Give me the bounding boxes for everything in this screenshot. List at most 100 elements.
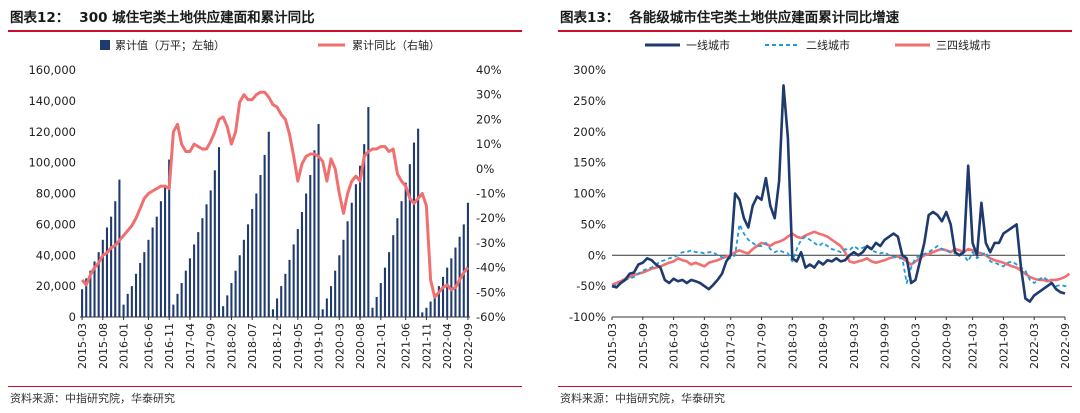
bar [288, 259, 291, 317]
bar [251, 208, 254, 317]
x-tick-label: 2017-09 [756, 323, 769, 369]
bar [446, 267, 449, 317]
x-tick-label: 2017-03 [725, 323, 738, 369]
legend-swatch-bar [100, 40, 110, 50]
bar [85, 278, 88, 317]
x-tick-label: 2019-05 [292, 323, 305, 369]
bar [338, 255, 341, 317]
bar [197, 232, 200, 317]
y2-tick-label: 0% [476, 162, 494, 176]
bar [363, 144, 366, 317]
bar [114, 201, 117, 317]
bar [126, 293, 129, 317]
bar [429, 301, 432, 317]
bar [392, 235, 395, 317]
bar [242, 239, 245, 317]
y-tick-label: 250% [573, 94, 606, 108]
x-tick-label: 2020-03 [909, 323, 922, 369]
bar [417, 128, 420, 317]
x-tick-label: 2015-09 [637, 323, 650, 369]
bar [155, 216, 158, 317]
x-tick-label: 2021-01 [375, 323, 388, 369]
bar [466, 202, 469, 317]
x-tick-label: 2022-09 [1059, 323, 1072, 369]
bar [421, 312, 424, 317]
bar [425, 307, 428, 317]
bar [284, 273, 287, 317]
x-tick-label: 2021-09 [997, 323, 1010, 369]
title-rule [558, 30, 1072, 32]
bar [222, 306, 225, 317]
y-tick-label: 300% [573, 63, 606, 77]
bar [300, 212, 304, 317]
bar [371, 307, 374, 317]
bar [441, 276, 445, 317]
panel-title: 图表13： 各能级城市住宅类土地供应建面累计同比增速 [560, 6, 899, 26]
y-tick-label: -100% [569, 310, 606, 324]
x-tick-label: 2019-09 [879, 323, 892, 369]
y2-tick-label: -30% [476, 236, 506, 250]
bar [396, 218, 399, 317]
bar [367, 107, 370, 317]
series-line-yoy [80, 90, 470, 299]
bar [379, 283, 382, 317]
y-tick-label: 40,000 [36, 248, 76, 262]
bar [313, 150, 316, 317]
bar [130, 286, 133, 317]
bar [81, 289, 84, 317]
bar [292, 244, 295, 317]
x-tick-label: 2019-03 [848, 323, 861, 369]
y-tick-label: 50% [580, 217, 606, 231]
bar [97, 252, 100, 317]
x-tick-label: 2015-08 [97, 323, 110, 369]
bar [180, 283, 183, 317]
bar [205, 204, 208, 317]
bar [317, 124, 320, 317]
bar [193, 244, 196, 317]
bar [226, 295, 229, 317]
bar [176, 293, 179, 317]
y-tick-label: 80,000 [36, 187, 76, 201]
series-line [611, 223, 1070, 287]
bar [437, 286, 440, 317]
bar [296, 229, 299, 317]
source-note: 资料来源：中指研究院，华泰研究 [560, 392, 725, 405]
x-tick-label: 2018-09 [817, 323, 830, 369]
y2-tick-label: -10% [476, 187, 506, 201]
series-line [611, 84, 1066, 303]
chart-area-right: -100% -50% 0% 50% 100% 150% 200% 250% 300% 一线城市 二线… [569, 38, 1072, 369]
bar [89, 270, 92, 317]
chart-panel-right: 图表13： 各能级城市住宅类土地供应建面累计同比增速 -100% -50% 0% 50%… [550, 0, 1080, 413]
bar [412, 142, 416, 317]
bar [134, 273, 138, 317]
y2-tick-label: 40% [476, 63, 502, 77]
x-tick-label: 2022-09 [462, 323, 475, 369]
x-tick-label: 2021-03 [967, 323, 980, 369]
y2-tick-label: -20% [476, 211, 506, 225]
y-tick-label: 100% [573, 187, 606, 201]
bar [143, 252, 146, 317]
bar [267, 131, 270, 317]
bar [383, 267, 386, 317]
source-note: 资料来源：中指研究院，华泰研究 [10, 392, 175, 405]
panel-title: 图表12： 300 城住宅类土地供应建面和累计同比 [10, 6, 315, 26]
bar [305, 193, 308, 317]
bar [105, 227, 109, 317]
bar [271, 309, 274, 317]
bar [408, 164, 411, 317]
bar [230, 283, 233, 317]
legend-label: 累计同比（右轴） [352, 38, 440, 52]
bar [350, 202, 353, 317]
bar [238, 255, 241, 317]
bar [151, 227, 154, 317]
bar [433, 293, 436, 317]
y-tick-label: 160,000 [28, 63, 76, 77]
x-tick-label: 2020-09 [940, 323, 953, 369]
y-tick-label: 0% [588, 248, 606, 262]
x-tick-label: 2022-04 [441, 323, 454, 369]
x-tick-label: 2022-03 [1028, 323, 1041, 369]
y2-tick-label: -60% [476, 310, 506, 324]
bar [147, 239, 150, 317]
figure-title: 300 城住宅类土地供应建面和累计同比 [79, 10, 315, 26]
y-tick-label: 60,000 [36, 217, 76, 231]
